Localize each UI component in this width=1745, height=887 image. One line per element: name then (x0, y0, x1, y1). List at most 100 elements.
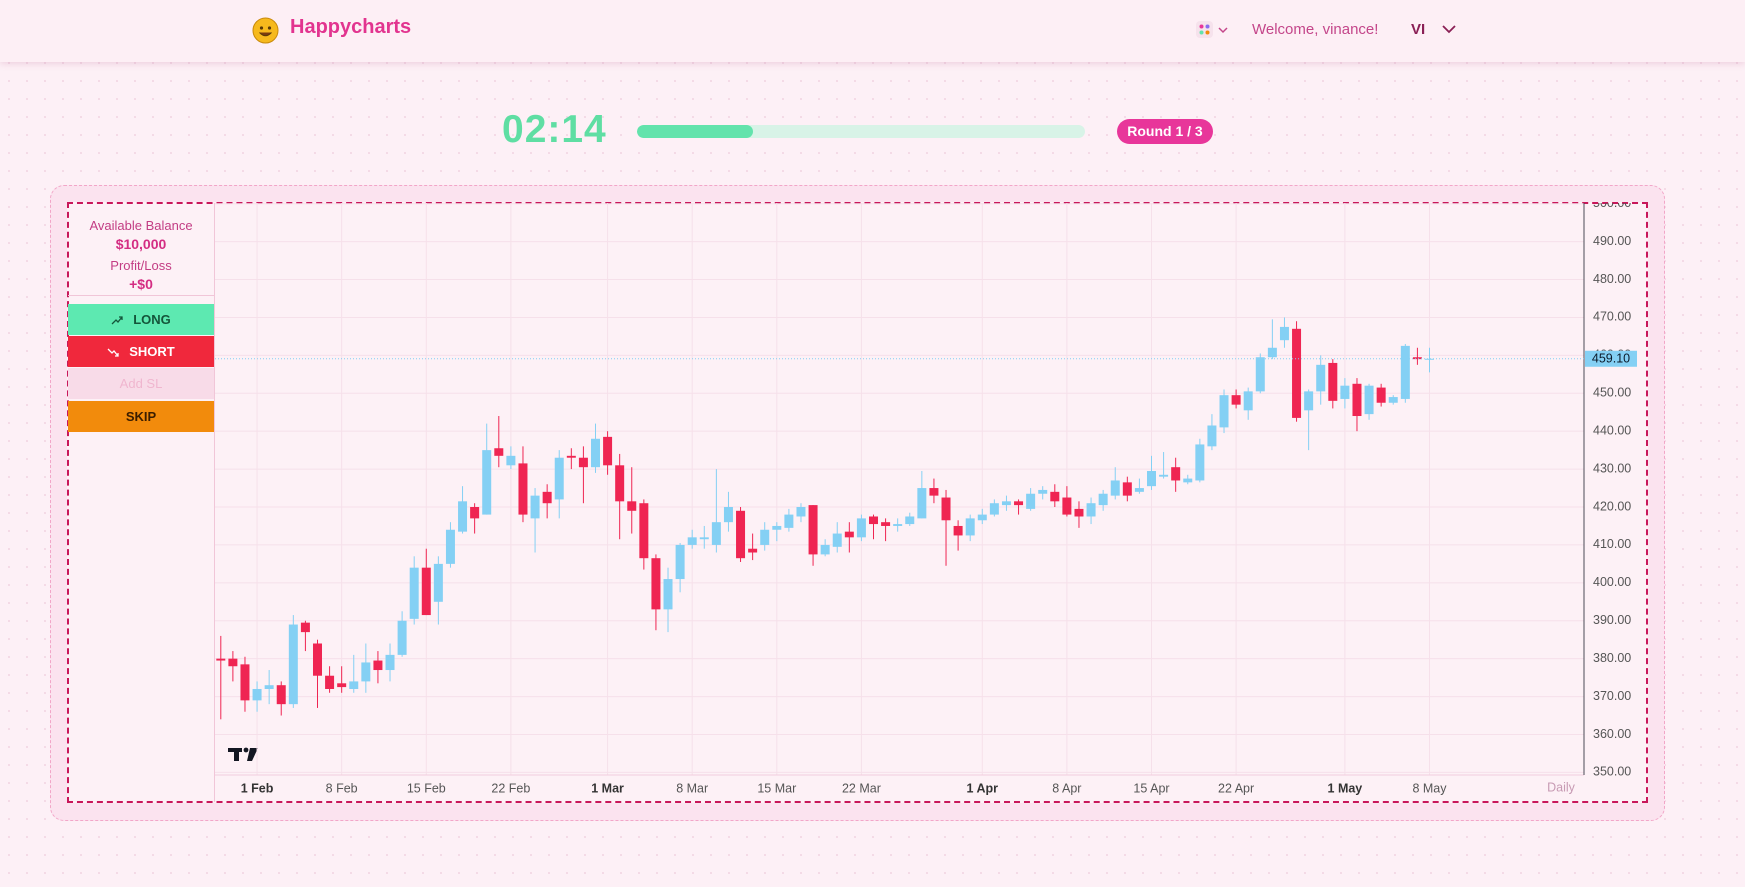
pnl-value: +$0 (129, 276, 153, 292)
progress-track (637, 125, 1085, 138)
y-tick-label: 390.00 (1593, 613, 1631, 627)
candle-body (1219, 395, 1229, 428)
candle-body (736, 510, 746, 559)
long-icon (111, 316, 123, 325)
candle-body (1122, 482, 1132, 496)
user-initials[interactable]: VI (1411, 21, 1426, 38)
candle-body (590, 438, 600, 468)
x-tick-label: 1 Mar (591, 781, 624, 795)
candle-body (1146, 470, 1156, 487)
candle-body (772, 525, 782, 530)
candle-body (361, 662, 371, 682)
candle-body (312, 643, 322, 676)
candle-body (1014, 501, 1024, 506)
x-tick-label: 22 Apr (1218, 781, 1254, 795)
candle-body (1098, 493, 1108, 506)
balance-label: Available Balance (89, 218, 193, 233)
candle-body (349, 681, 359, 689)
candle-body (470, 507, 480, 519)
candle-body (445, 529, 455, 564)
y-tick-label: 350.00 (1593, 765, 1631, 779)
add-sl-button[interactable]: Add SL (68, 368, 214, 399)
candle-body (300, 622, 310, 633)
apps-menu[interactable] (1196, 21, 1230, 39)
candle-body (1425, 358, 1434, 360)
candle-body (1038, 489, 1048, 494)
candle-body (796, 507, 806, 517)
x-tick-label: 15 Mar (757, 781, 796, 795)
candle-body (1001, 501, 1011, 506)
candle-body (1364, 385, 1374, 415)
grid (215, 203, 1584, 775)
candle-body (820, 544, 830, 555)
y-tick-label: 440.00 (1593, 423, 1631, 437)
candle-body (252, 688, 262, 701)
timer: 02:14 (502, 108, 607, 151)
candle-body (675, 544, 685, 580)
y-tick-label: 400.00 (1593, 575, 1631, 589)
candle-body (760, 529, 770, 545)
welcome-text: Welcome, vinance! (1252, 21, 1379, 38)
long-button[interactable]: LONG (68, 304, 214, 335)
candle-body (1316, 364, 1326, 392)
user-menu-chevron[interactable] (1442, 24, 1456, 34)
y-tick-label: 490.00 (1593, 234, 1631, 248)
candle-body (929, 488, 939, 496)
candle-body (748, 548, 758, 553)
y-tick-label: 480.00 (1593, 272, 1631, 286)
candle-body (868, 516, 878, 525)
candle-body (1376, 387, 1386, 403)
candle-body (506, 455, 516, 466)
y-tick-label: 470.00 (1593, 310, 1631, 324)
candle-body (1159, 474, 1169, 477)
candle-body (578, 457, 588, 468)
candle-body (1400, 345, 1410, 399)
candle-body (989, 503, 999, 515)
last-price-label: 459.10 (1592, 352, 1630, 366)
candle-body (325, 675, 335, 689)
candle-body (228, 658, 238, 667)
candle-body (917, 488, 927, 519)
candle-body (808, 505, 818, 555)
candle-body (518, 463, 528, 515)
chart-frame (67, 202, 1648, 803)
candle-body (639, 503, 649, 559)
logo[interactable] (252, 17, 279, 44)
candle-body (1062, 497, 1072, 515)
candle-body (1110, 480, 1120, 496)
y-tick-label: 450.00 (1593, 386, 1631, 400)
candle-body (433, 563, 443, 602)
candle-body (844, 531, 854, 538)
short-button[interactable]: SHORT (68, 336, 214, 367)
y-tick-label: 430.00 (1593, 461, 1631, 475)
candle-body (1340, 385, 1350, 399)
y-tick-label: 420.00 (1593, 499, 1631, 513)
candle-body (905, 516, 915, 525)
candle-body (711, 522, 721, 545)
y-tick-label: 500.00 (1593, 203, 1631, 210)
candle-body (542, 491, 552, 504)
pnl-label: Profit/Loss (110, 258, 172, 273)
candle-body (1183, 478, 1193, 483)
candle-body (1255, 357, 1265, 392)
y-tick-label: 410.00 (1593, 537, 1631, 551)
candle-body (1207, 425, 1217, 447)
round-badge: Round 1 / 3 (1117, 119, 1213, 144)
candle-body (494, 448, 504, 456)
x-tick-label: 22 Feb (491, 781, 530, 795)
candle-body (1231, 395, 1241, 405)
last-price-box (1585, 350, 1637, 367)
y-tick-label: 370.00 (1593, 689, 1631, 703)
progress-fill (637, 125, 754, 138)
candle-body (566, 455, 576, 458)
x-tick-label: 1 Feb (241, 781, 274, 795)
candle-body (1267, 347, 1277, 358)
skip-button[interactable]: SKIP (68, 401, 214, 432)
brand[interactable]: Happycharts (290, 16, 412, 38)
interval-label: Daily (1547, 780, 1576, 794)
candle-body (663, 579, 673, 610)
candle-body (856, 518, 866, 538)
long-label: LONG (133, 312, 171, 327)
candle-body (397, 620, 407, 655)
